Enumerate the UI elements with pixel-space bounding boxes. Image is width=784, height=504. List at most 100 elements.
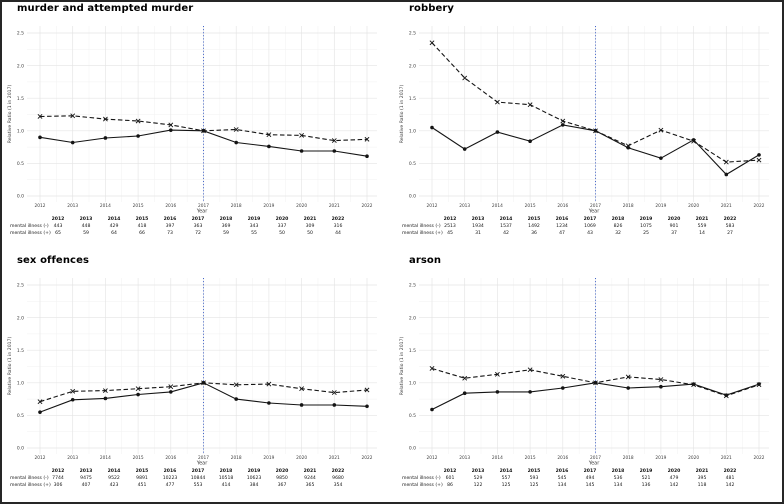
x-axis-ticks: 2012 2013 2014 2015 2016 2017 2018 2019 2020 2021… (427, 455, 765, 461)
svg-text:0.5: 0.5 (17, 161, 24, 167)
table-cell: 145 (585, 483, 595, 489)
chart-title: sex offences (17, 255, 90, 266)
grid-major (419, 26, 769, 202)
table-cell: 50 (307, 231, 313, 237)
y-axis-ticks: 0.0 0.5 1.0 1.5 2.0 2.5 (409, 283, 416, 452)
svg-text:2019: 2019 (655, 455, 666, 461)
table-cell: 2020 (667, 469, 681, 475)
table-cell: 593 (529, 476, 539, 482)
svg-text:0.0: 0.0 (409, 446, 416, 452)
table-cell: 337 (277, 224, 287, 230)
panel-arson: arson 0.0 0.5 1.0 1.5 2.0 2.5 2012 2013 2014 2015… (392, 252, 784, 504)
chart-title: robbery (409, 3, 455, 14)
y-axis-ticks: 0.0 0.5 1.0 1.5 2.0 2.5 (409, 31, 416, 200)
table-cell: 2017 (583, 217, 597, 223)
svg-text:2022: 2022 (362, 455, 373, 461)
grid-major (419, 278, 769, 454)
table-cell: 1492 (528, 224, 540, 230)
arson-data-table: 2012 2013 2014 2015 2016 2017 2018 2019 2020 2021… (392, 465, 784, 490)
series-plus (38, 128, 369, 159)
table-cell: 142 (725, 483, 735, 489)
svg-text:2022: 2022 (362, 203, 373, 209)
table-cell: 1934 (472, 224, 484, 230)
table-cell: 2015 (135, 469, 149, 475)
table-cell: 27 (727, 231, 733, 237)
table-cell: 59 (223, 231, 229, 237)
table-cell: 2013 (471, 469, 485, 475)
table-cell: 2012 (51, 469, 65, 475)
svg-text:1.0: 1.0 (409, 129, 416, 135)
table-cell: 2021 (303, 217, 317, 223)
svg-text:1.0: 1.0 (17, 381, 24, 387)
table-cell: 10223 (162, 476, 178, 482)
table-cell: 2017 (191, 217, 205, 223)
table-cell: 50 (279, 231, 285, 237)
y-axis-label: Relative Ratio (1 in 2017) (7, 337, 13, 396)
svg-text:2014: 2014 (492, 455, 503, 461)
table-cell: 9522 (108, 476, 120, 482)
svg-text:2017: 2017 (590, 203, 601, 209)
table-cell: 2015 (527, 469, 541, 475)
table-cell: 42 (503, 231, 509, 237)
table-cell: 134 (557, 483, 567, 489)
table-cell: 1075 (640, 224, 652, 230)
grid-major (27, 278, 377, 454)
table-cell: 448 (81, 224, 91, 230)
row-label: mental illness (+) (402, 231, 443, 237)
table-cell: 309 (305, 224, 315, 230)
table-cell: 2012 (51, 217, 65, 223)
svg-text:2013: 2013 (67, 455, 78, 461)
row-label: mental illness (-) (10, 224, 49, 230)
table-cell: 354 (333, 483, 343, 489)
svg-text:2017: 2017 (590, 455, 601, 461)
svg-text:2.0: 2.0 (409, 63, 416, 69)
table-cell: 2020 (275, 217, 289, 223)
table-cell: 418 (137, 224, 147, 230)
table-cell: 529 (473, 476, 483, 482)
table-cell: 826 (613, 224, 623, 230)
table-cell: 369 (221, 224, 231, 230)
table-row: mental illness (+) 306 407 423 451 477 553 414 3… (0, 483, 392, 490)
svg-text:2021: 2021 (721, 455, 732, 461)
table-cell: 397 (165, 224, 175, 230)
svg-text:1.5: 1.5 (409, 348, 416, 354)
table-cell: 583 (725, 224, 735, 230)
x-axis-ticks: 2012 2013 2014 2015 2016 2017 2018 2019 2020 2021… (427, 203, 765, 209)
svg-text:2017: 2017 (198, 203, 209, 209)
table-cell: 118 (697, 483, 707, 489)
table-cell: 2012 (443, 469, 457, 475)
table-cell: 343 (249, 224, 259, 230)
table-cell: 47 (559, 231, 565, 237)
table-cell: 2013 (471, 217, 485, 223)
table-cell: 477 (165, 483, 175, 489)
svg-text:2020: 2020 (296, 455, 307, 461)
table-cell: 45 (447, 231, 453, 237)
table-cell: 2022 (331, 469, 345, 475)
table-cell: 363 (193, 224, 203, 230)
svg-text:2020: 2020 (296, 203, 307, 209)
table-cell: 365 (305, 483, 315, 489)
svg-text:2018: 2018 (623, 203, 634, 209)
series-plus (38, 381, 369, 414)
svg-text:0.5: 0.5 (409, 161, 416, 167)
svg-text:2.5: 2.5 (409, 31, 416, 37)
table-cell: 1234 (556, 224, 568, 230)
table-cell: 2014 (107, 469, 121, 475)
table-cell: 32 (615, 231, 621, 237)
svg-text:2015: 2015 (525, 203, 536, 209)
table-cell: 142 (669, 483, 679, 489)
table-cell: 384 (249, 483, 259, 489)
svg-text:2.5: 2.5 (409, 283, 416, 289)
svg-text:2015: 2015 (133, 203, 144, 209)
table-cell: 2018 (611, 469, 625, 475)
svg-text:2014: 2014 (492, 203, 503, 209)
svg-text:2016: 2016 (557, 455, 568, 461)
table-cell: 2513 (444, 224, 456, 230)
svg-text:1.5: 1.5 (17, 96, 24, 102)
table-cell: 2018 (611, 217, 625, 223)
row-label: mental illness (+) (402, 483, 443, 489)
svg-text:2018: 2018 (231, 203, 242, 209)
table-cell: 14 (699, 231, 705, 237)
